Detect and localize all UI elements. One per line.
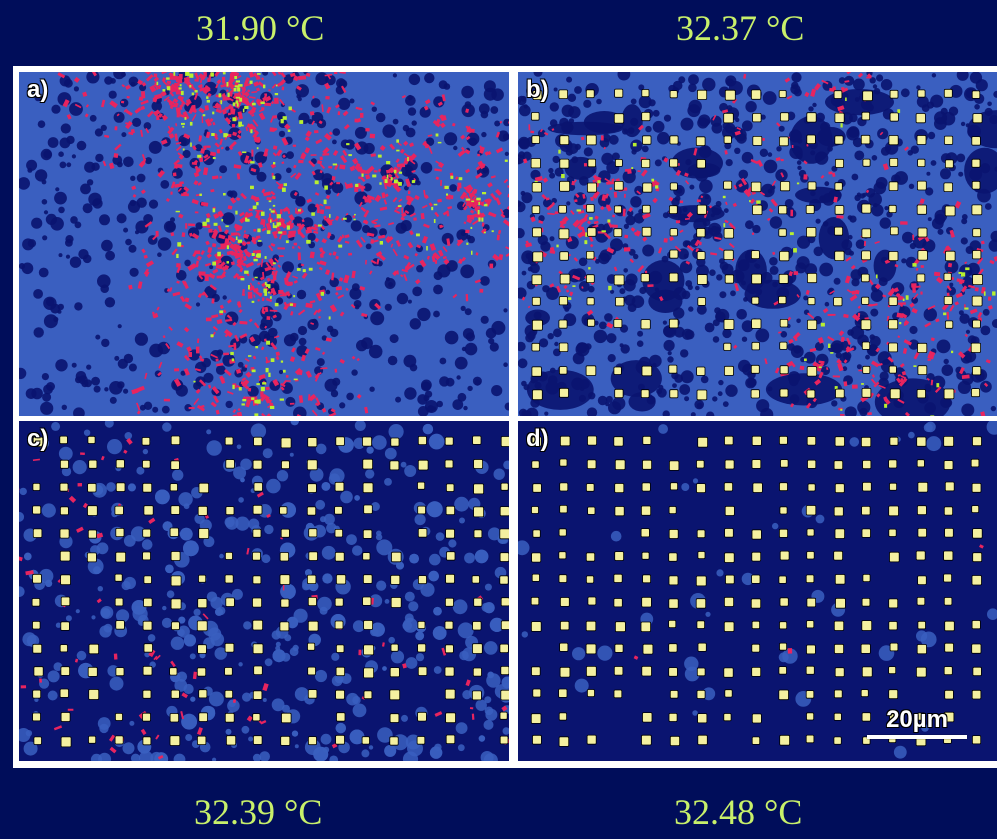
temperature-label-c: 32.39 °C bbox=[194, 794, 322, 830]
temperature-label-b: 32.37 °C bbox=[676, 10, 804, 46]
panel-label-d: d) bbox=[526, 427, 549, 451]
micrograph-image-c bbox=[19, 421, 509, 761]
temperature-label-d: 32.48 °C bbox=[674, 794, 802, 830]
micrograph-figure: a) b) c) d) 20µm bbox=[13, 66, 997, 768]
micrograph-panel-d: d) 20µm bbox=[518, 421, 997, 761]
panel-label-c: c) bbox=[27, 427, 48, 451]
micrograph-panel-c: c) bbox=[19, 421, 509, 761]
micrograph-image-a bbox=[19, 72, 509, 416]
scale-bar: 20µm bbox=[867, 708, 967, 739]
micrograph-panel-b: b) bbox=[518, 72, 997, 416]
panel-label-b: b) bbox=[526, 78, 549, 102]
temperature-label-a: 31.90 °C bbox=[196, 10, 324, 46]
scale-bar-label: 20µm bbox=[867, 708, 967, 732]
micrograph-panel-a: a) bbox=[19, 72, 509, 416]
micrograph-image-b bbox=[518, 72, 997, 416]
scale-bar-line bbox=[867, 735, 967, 739]
panel-label-a: a) bbox=[27, 78, 48, 102]
